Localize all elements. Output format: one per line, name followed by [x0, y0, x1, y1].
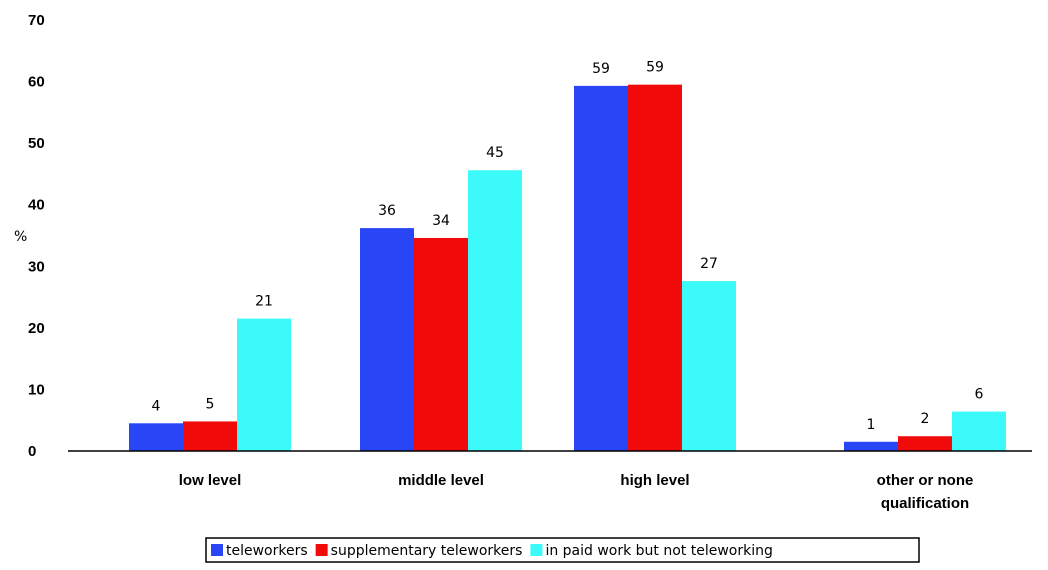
x-category-label: low level — [179, 472, 242, 489]
y-tick-label: 60 — [28, 74, 45, 91]
bars — [129, 84, 1006, 452]
data-label: 2 — [921, 411, 930, 427]
bar-in-paid-work-but-not-teleworking-0 — [237, 318, 291, 451]
bar-teleworkers-3 — [844, 441, 898, 451]
y-tick-label: 0 — [28, 443, 36, 460]
y-tick-label: 50 — [28, 135, 45, 152]
y-tick-label: 30 — [28, 258, 45, 275]
y-tick-label: 70 — [28, 12, 45, 29]
data-label: 45 — [486, 145, 504, 161]
bar-teleworkers-2 — [574, 85, 628, 451]
data-label: 6 — [975, 387, 984, 403]
bar-in-paid-work-but-not-teleworking-2 — [682, 281, 736, 451]
bar-teleworkers-1 — [360, 228, 414, 451]
x-category-label: high level — [620, 472, 689, 489]
y-tick-label: 40 — [28, 197, 45, 214]
data-label: 59 — [592, 61, 610, 77]
x-axis-categories: low level middle level high level other or … — [179, 472, 974, 512]
legend: teleworkers supplementary teleworkers in p… — [205, 537, 920, 563]
y-tick-label: 20 — [28, 320, 45, 337]
legend-swatch — [315, 544, 328, 556]
data-label: 4 — [152, 398, 161, 414]
legend-label: supplementary teleworkers — [331, 543, 523, 559]
x-category-label: middle level — [398, 472, 484, 489]
legend-swatch — [530, 544, 543, 556]
bar-supplementary-teleworkers-2 — [628, 84, 682, 452]
bar-supplementary-teleworkers-0 — [183, 421, 237, 451]
legend-label: in paid work but not teleworking — [545, 543, 772, 559]
x-category-label: other or none — [877, 472, 974, 489]
legend-label: teleworkers — [226, 543, 308, 559]
bar-in-paid-work-but-not-teleworking-1 — [468, 170, 522, 451]
data-label: 59 — [646, 60, 664, 76]
value-labels: 4 36 59 1 5 34 59 2 21 45 27 6 — [152, 60, 984, 433]
data-label: 27 — [700, 256, 718, 272]
y-tick-label: 10 — [28, 381, 45, 398]
data-label: 21 — [255, 294, 273, 310]
data-label: 36 — [378, 203, 396, 219]
legend-swatch — [211, 544, 223, 556]
bar-supplementary-teleworkers-1 — [414, 237, 468, 451]
bar-in-paid-work-but-not-teleworking-3 — [952, 411, 1006, 451]
bar-teleworkers-0 — [129, 423, 183, 451]
bar-supplementary-teleworkers-3 — [898, 436, 952, 451]
data-label: 5 — [206, 396, 215, 412]
data-label: 34 — [432, 213, 450, 229]
y-axis-label: % — [14, 229, 27, 245]
y-axis: 0 10 20 30 40 50 60 70 — [28, 12, 45, 460]
x-category-label: qualification — [881, 495, 969, 512]
data-label: 1 — [867, 417, 876, 433]
